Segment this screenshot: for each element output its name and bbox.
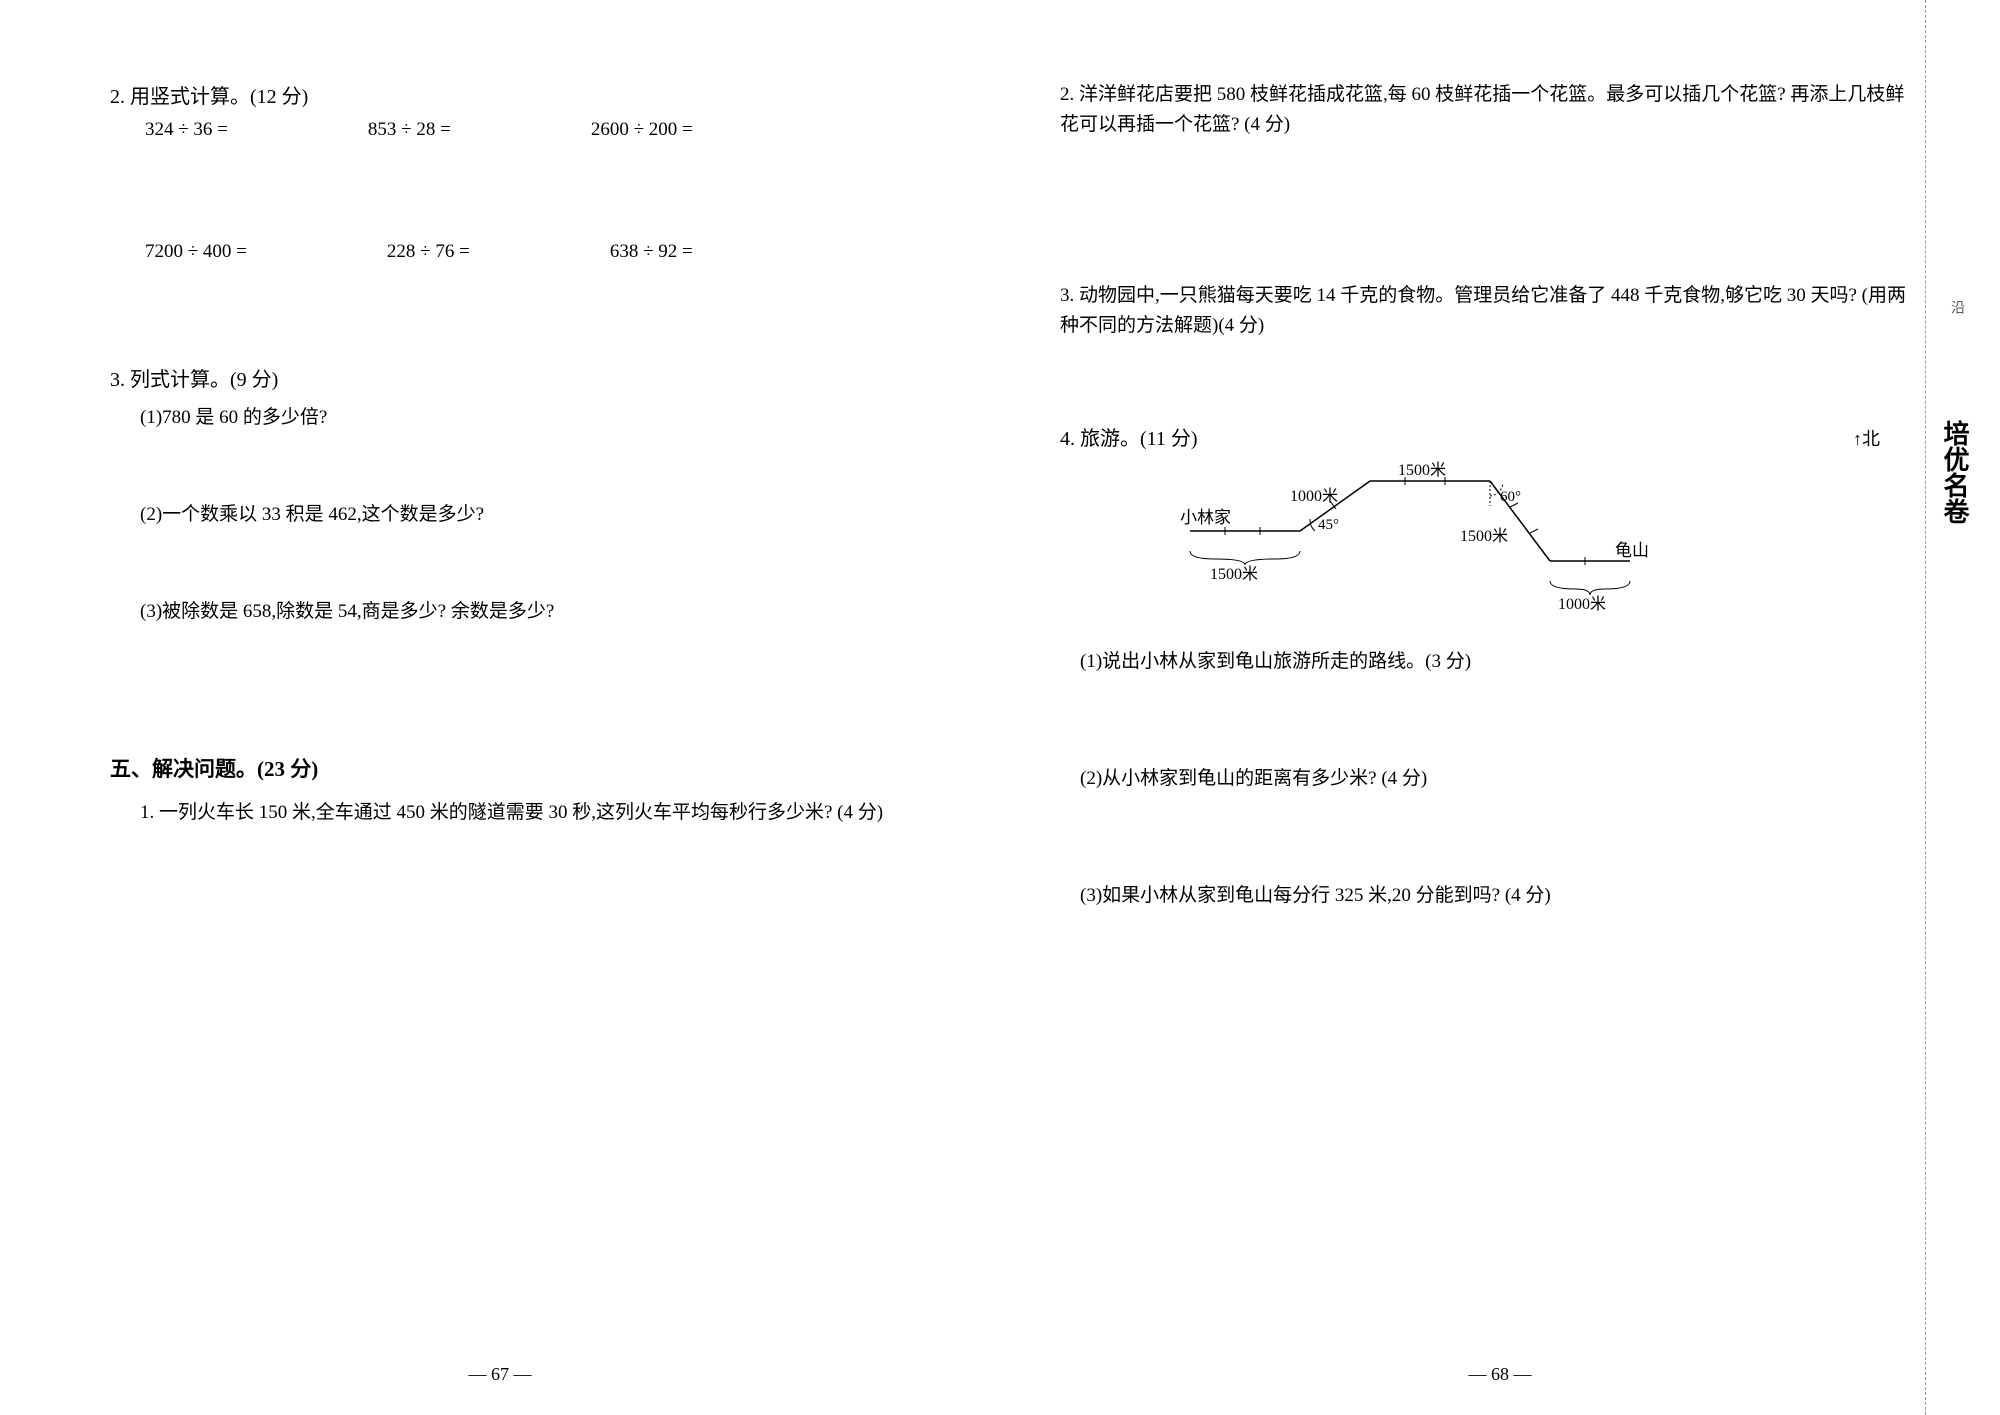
question-3-block: 3. 列式计算。(9 分) (1)780 是 60 的多少倍? (2)一个数乘以…	[110, 363, 940, 623]
route-diagram: 小林家 龟山 1500米 1000米 1500米 1500米 1000米 45°…	[1180, 461, 1920, 626]
label-1000-2: 1000米	[1558, 595, 1606, 613]
calc-item: 228 ÷ 76 =	[387, 241, 470, 263]
problem-4-block: 4. 旅游。(11 分) ↑北	[1060, 422, 1920, 907]
label-1000-1: 1000米	[1290, 487, 1338, 505]
calc-row-2: 7200 ÷ 400 = 228 ÷ 76 = 638 ÷ 92 =	[145, 241, 940, 263]
label-45: 45°	[1318, 517, 1339, 533]
calc-row-1: 324 ÷ 36 = 853 ÷ 28 = 2600 ÷ 200 =	[145, 119, 940, 141]
q3-header: 3. 列式计算。(9 分)	[110, 363, 940, 392]
label-60: 60°	[1500, 489, 1521, 505]
p4-sub3: (3)如果小林从家到龟山每分行 325 米,20 分能到吗? (4 分)	[1080, 880, 1920, 907]
problem-1: 1. 一列火车长 150 米,全车通过 450 米的隧道需要 30 秒,这列火车…	[140, 798, 940, 828]
section-5: 五、解决问题。(23 分) 1. 一列火车长 150 米,全车通过 450 米的…	[110, 753, 940, 828]
p4-sub2: (2)从小林家到龟山的距离有多少米? (4 分)	[1080, 763, 1920, 790]
section5-header: 五、解决问题。(23 分)	[110, 753, 940, 783]
problem-2: 2. 洋洋鲜花店要把 580 枝鲜花插成花篮,每 60 枝鲜花插一个花篮。最多可…	[1060, 80, 1920, 141]
calc-item: 324 ÷ 36 =	[145, 119, 228, 141]
question-2-block: 2. 用竖式计算。(12 分) 324 ÷ 36 = 853 ÷ 28 = 26…	[110, 80, 940, 263]
page-container: 2. 用竖式计算。(12 分) 324 ÷ 36 = 853 ÷ 28 = 26…	[0, 0, 2000, 1415]
q3-sub2: (2)一个数乘以 33 积是 462,这个数是多少?	[140, 499, 940, 526]
problem-3: 3. 动物园中,一只熊猫每天要吃 14 千克的食物。管理员给它准备了 448 千…	[1060, 281, 1920, 342]
right-page: 2. 洋洋鲜花店要把 580 枝鲜花插成花篮,每 60 枝鲜花插一个花篮。最多可…	[1000, 0, 2000, 1415]
cut-line-sidebar: 沿 培优名卷	[1925, 0, 1985, 1415]
calc-item: 853 ÷ 28 =	[368, 119, 451, 141]
label-1500-3: 1500米	[1460, 527, 1508, 545]
q3-sub3: (3)被除数是 658,除数是 54,商是多少? 余数是多少?	[140, 596, 940, 623]
diagram-svg: 小林家 龟山 1500米 1000米 1500米 1500米 1000米 45°…	[1180, 461, 1660, 621]
calc-item: 2600 ÷ 200 =	[591, 119, 693, 141]
label-xiaolin: 小林家	[1180, 508, 1231, 527]
label-1500-1: 1500米	[1210, 565, 1258, 583]
calc-item: 638 ÷ 92 =	[610, 241, 693, 263]
north-indicator: ↑北	[1853, 425, 1880, 451]
p4-header: 4. 旅游。(11 分)	[1060, 422, 1920, 451]
p4-sub1: (1)说出小林从家到龟山旅游所走的路线。(3 分)	[1080, 646, 1920, 673]
label-guishan: 龟山	[1615, 541, 1649, 560]
calc-item: 7200 ÷ 400 =	[145, 241, 247, 263]
q2-header: 2. 用竖式计算。(12 分)	[110, 80, 940, 109]
left-page: 2. 用竖式计算。(12 分) 324 ÷ 36 = 853 ÷ 28 = 26…	[0, 0, 1000, 1415]
book-logo: 培优名卷	[1936, 420, 1973, 524]
q3-sub1: (1)780 是 60 的多少倍?	[140, 402, 940, 429]
page-number-right: — 68 —	[1469, 1364, 1532, 1385]
page-number-left: — 67 —	[469, 1364, 532, 1385]
label-1500-2: 1500米	[1398, 461, 1446, 479]
cut-label: 沿	[1946, 300, 1966, 314]
